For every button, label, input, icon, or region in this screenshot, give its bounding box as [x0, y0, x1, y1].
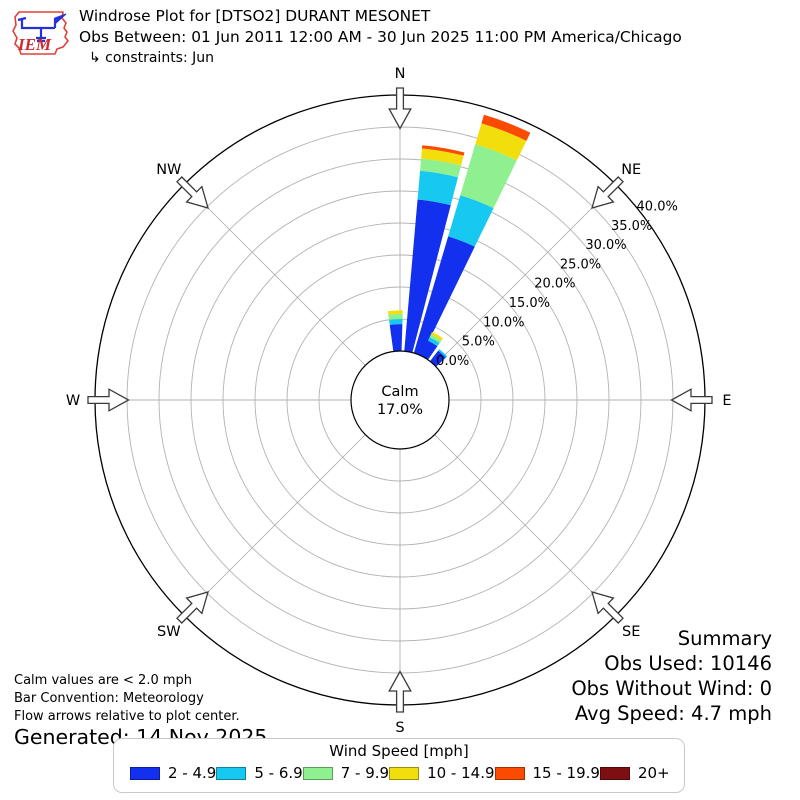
flow-arrow [670, 388, 713, 412]
ring-label: 30.0% [585, 238, 626, 253]
bar-convention-note: Bar Convention: Meteorology [14, 691, 204, 706]
wind-bar-segment [404, 199, 451, 353]
compass-label-s: S [395, 720, 404, 736]
wind-bar-segment [438, 349, 448, 358]
legend-swatch [130, 766, 160, 780]
legend-entry: 15 - 19.9 [494, 764, 600, 782]
legend-entry: 20+ [599, 764, 670, 782]
wind-bar-segment [421, 148, 464, 166]
legend-entry: 5 - 6.9 [216, 764, 303, 782]
wind-bar-segment [417, 170, 459, 206]
summary-avg-speed: Avg Speed: 4.7 mph [574, 702, 772, 725]
legend-label: 15 - 19.9 [532, 764, 600, 782]
grid-spoke [184, 184, 366, 366]
legend-label: 2 - 4.9 [168, 764, 217, 782]
summary-obs-used: Obs Used: 10146 [604, 652, 772, 675]
wind-bar-segment [389, 319, 403, 325]
legend: Wind Speed [mph] 2 - 4.9 5 - 6.9 7 - 9.9 10… [113, 738, 685, 793]
flow-arrow [176, 176, 209, 209]
legend-swatch [494, 766, 525, 780]
calm-value: 17.0% [377, 402, 423, 418]
obs-range-subtitle: Obs Between: 01 Jun 2011 12:00 AM - 30 J… [79, 28, 682, 46]
legend-swatch [302, 766, 333, 780]
logo-text: IEM [17, 35, 52, 54]
ring-label: 10.0% [483, 315, 524, 330]
ring-label: 5.0% [462, 335, 495, 350]
legend-swatch [216, 766, 247, 780]
wind-bar-segment [429, 334, 442, 343]
legend-label: 7 - 9.9 [340, 764, 390, 782]
constraints-note: ↳ constraints: Jun [89, 50, 215, 66]
grid-spoke [434, 184, 616, 366]
flow-arrow [388, 670, 412, 713]
compass-label-se: SE [622, 624, 640, 640]
legend-label: 10 - 14.9 [427, 764, 495, 782]
header: Windrose Plot for [DTSO2] DURANT MESONET… [79, 6, 682, 69]
compass-label-w: W [66, 393, 80, 409]
flow-arrow [388, 87, 412, 130]
compass-label-n: N [395, 66, 406, 82]
flow-arrow [87, 388, 130, 412]
grid-spoke [434, 434, 616, 616]
ring-label: 40.0% [637, 200, 678, 215]
legend-label: 20+ [637, 764, 670, 782]
grid-spoke [184, 434, 366, 616]
flow-arrow [591, 176, 624, 209]
legend-entry: 2 - 4.9 [130, 764, 216, 782]
legend-swatch [599, 766, 630, 780]
calm-threshold-note: Calm values are < 2.0 mph [14, 673, 193, 688]
calm-circle [350, 350, 450, 450]
legend-title: Wind Speed [mph] [329, 742, 469, 760]
wind-bar-segment [481, 114, 531, 141]
summary-obs-without-wind: Obs Without Wind: 0 [571, 677, 772, 700]
legend-entry: 7 - 9.9 [302, 764, 390, 782]
wind-bar-segment [387, 310, 403, 315]
ring-label: 25.0% [560, 258, 601, 273]
wind-bar-segment [429, 350, 446, 367]
legend-swatch [389, 766, 420, 780]
ring-label: 20.0% [534, 277, 575, 292]
ring-label: 15.0% [509, 296, 550, 311]
compass-label-sw: SW [157, 624, 181, 640]
wind-bar-segment [427, 337, 440, 347]
wind-bar-segment [420, 158, 462, 178]
legend-entry: 10 - 14.9 [389, 764, 495, 782]
compass-label-ne: NE [621, 162, 641, 178]
wind-bar-segment [475, 123, 527, 161]
wind-bar-segment [389, 324, 403, 352]
calm-label: Calm [381, 384, 418, 400]
summary-title: Summary [677, 627, 772, 650]
summary-block: Summary Obs Used: 10146 Obs Without Wind… [571, 626, 772, 726]
flow-arrow [176, 591, 209, 624]
wind-bar-segment [388, 313, 403, 320]
wind-bar-segment [420, 340, 438, 360]
wind-bar-segment [422, 145, 465, 156]
legend-entries: 2 - 4.9 5 - 6.9 7 - 9.9 10 - 14.9 15 - 19.9 2… [114, 760, 684, 782]
page-title: Windrose Plot for [DTSO2] DURANT MESONET [79, 7, 431, 25]
wind-bar-segment [460, 144, 517, 209]
plot-notes: Calm values are < 2.0 mph Bar Convention… [14, 672, 267, 747]
wind-bar-segment [413, 236, 475, 356]
ring-label: 0.0% [436, 354, 469, 369]
wind-bar-segment [430, 331, 443, 341]
compass-label-nw: NW [156, 162, 181, 178]
flow-arrows-note: Flow arrows relative to plot center. [14, 709, 240, 724]
legend-label: 5 - 6.9 [254, 764, 303, 782]
anemometer-icon [17, 13, 67, 43]
ring-label: 35.0% [611, 219, 652, 234]
wind-bar-segment [448, 195, 494, 247]
flow-arrow [591, 591, 624, 624]
iem-logo: IEM [12, 11, 69, 55]
compass-label-e: E [722, 393, 731, 409]
